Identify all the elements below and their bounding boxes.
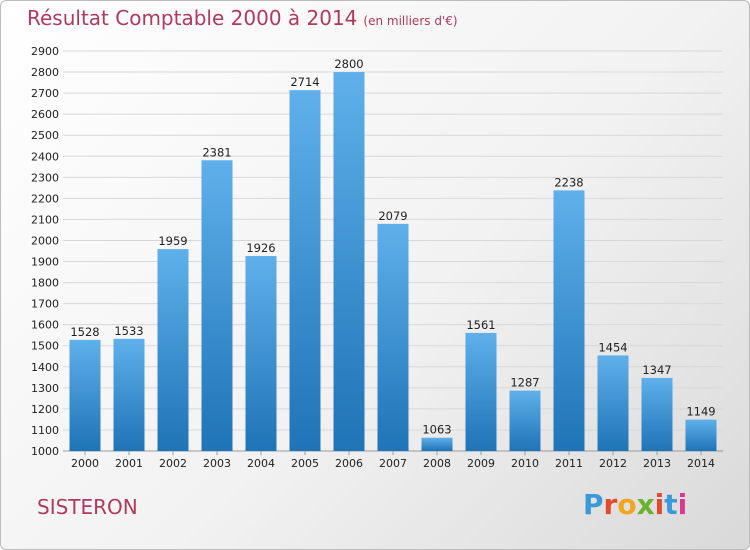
bar-2007 [377,223,409,451]
data-label-2005: 2714 [290,75,319,89]
bar-2012 [597,355,629,451]
bar-2010 [509,390,541,451]
data-label-2002: 1959 [158,234,187,248]
y-tick-label: 1300 [31,382,59,395]
y-tick-label: 1200 [31,403,59,416]
data-label-2014: 1149 [686,405,715,419]
bar-2009 [465,332,497,451]
title-main: Résultat Comptable 2000 à 2014 [27,6,358,30]
x-tick-label-2013: 2013 [643,457,671,470]
x-tick-label-2009: 2009 [467,457,495,470]
logo-letter: i [654,488,665,521]
x-tick-label-2006: 2006 [335,457,363,470]
logo-letter: i [677,488,688,521]
x-tick-label-2004: 2004 [247,457,275,470]
y-tick-label: 2700 [31,87,59,100]
x-tick-label-2014: 2014 [687,457,715,470]
y-tick-label: 2500 [31,129,59,142]
bar-2014 [685,419,717,451]
y-tick-label: 2400 [31,150,59,163]
logo-letter: r [603,488,618,521]
title-unit: (en milliers d'€) [363,14,458,28]
data-label-2011: 2238 [554,175,583,189]
y-tick-label: 2800 [31,66,59,79]
y-tick-label: 2300 [31,171,59,184]
y-tick-label: 2600 [31,108,59,121]
y-tick-label: 2200 [31,192,59,205]
y-tick-label: 1900 [31,256,59,269]
data-label-2010: 1287 [510,376,539,390]
data-label-2000: 1528 [70,325,99,339]
bar-2003 [201,160,233,451]
city-name: SISTERON [37,495,138,519]
x-tick-label-2003: 2003 [203,457,231,470]
data-labels: 1528 1533 1959 2381 1926 2714 2800 2079 1063 1561… [70,57,715,437]
x-tick-label-2010: 2010 [511,457,539,470]
logo-letter: x [636,488,655,521]
bar-2005 [289,90,321,451]
y-tick-label: 1000 [31,445,59,458]
logo-letter: P [583,488,604,521]
data-label-2013: 1347 [642,363,671,377]
logo-letter: o [617,488,637,521]
x-tick-label-2008: 2008 [423,457,451,470]
y-tick-label: 2100 [31,213,59,226]
bars [69,72,717,452]
y-axis: 1000 1100 1200 1300 1400 1500 1600 1700 1800 1900… [31,45,59,458]
bar-2000 [69,339,101,451]
x-tick-label-2000: 2000 [71,457,99,470]
logo-letter: t [664,488,678,521]
chart-title: Résultat Comptable 2000 à 2014 (en millie… [27,6,458,30]
data-label-2006: 2800 [334,57,363,71]
data-label-2008: 1063 [422,423,451,437]
x-tick-label-2011: 2011 [555,457,583,470]
x-tick-label-2001: 2001 [115,457,143,470]
x-tick-label-2007: 2007 [379,457,407,470]
data-label-2001: 1533 [114,324,143,338]
bar-2008 [421,437,453,451]
y-tick-label: 1100 [31,424,59,437]
x-tick-label-2002: 2002 [159,457,187,470]
y-tick-label: 1400 [31,361,59,374]
data-label-2004: 1926 [246,241,275,255]
bar-2011 [553,190,585,452]
y-tick-label: 2900 [31,45,59,58]
bar-2004 [245,256,277,451]
data-label-2009: 1561 [466,318,495,332]
y-tick-label: 1600 [31,319,59,332]
y-tick-label: 1800 [31,277,59,290]
bar-2013 [641,377,673,451]
y-tick-label: 2000 [31,234,59,247]
data-label-2012: 1454 [598,340,627,354]
bar-2006 [333,72,365,451]
data-label-2003: 2381 [202,145,231,159]
x-axis: 2000 2001 2002 2003 2004 2005 2006 2007 2008 2009… [71,451,715,470]
y-tick-label: 1700 [31,298,59,311]
y-tick-label: 1500 [31,340,59,353]
x-tick-label-2012: 2012 [599,457,627,470]
x-tick-label-2005: 2005 [291,457,319,470]
bar-2002 [157,249,189,451]
proxiti-logo[interactable]: Proxiti [583,488,687,521]
bar-2001 [113,338,145,451]
data-label-2007: 2079 [378,209,407,223]
